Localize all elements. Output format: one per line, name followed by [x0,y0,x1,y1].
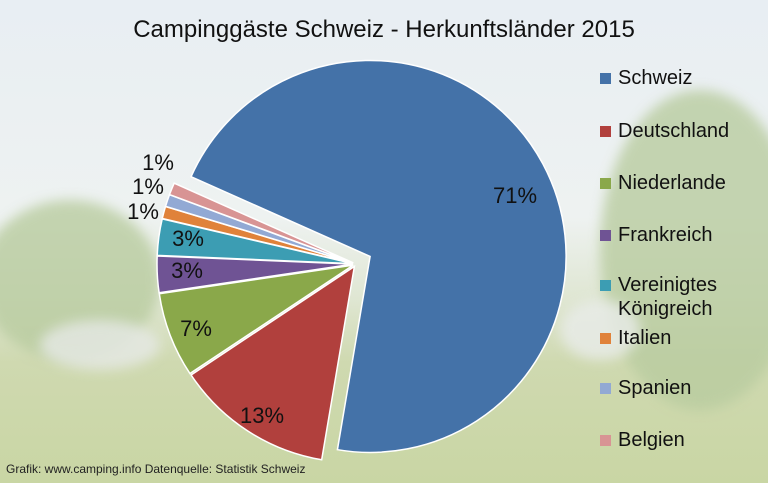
legend-label: Italien [618,327,672,349]
data-label: 1% [132,174,164,199]
legend-swatch [600,178,611,189]
legend-label: Belgien [618,429,685,451]
legend-swatch [600,126,611,137]
legend-swatch [600,73,611,84]
pie-slice-schweiz [190,59,567,454]
legend-swatch [600,435,611,446]
legend-label: Deutschland [618,120,730,142]
legend-swatch [600,230,611,241]
pie-slice-belgien [168,182,354,264]
chart-title: Campinggäste Schweiz - Herkunftsländer 2… [133,16,635,43]
data-label: 7% [180,316,212,341]
legend-swatch [600,280,611,291]
legend-label: Niederlande [618,172,726,194]
pie-slice-deutschland [190,264,356,461]
data-label: 1% [142,150,174,175]
data-label: 3% [171,258,203,283]
data-label: 3% [172,226,204,251]
legend-label: Vereinigtes Königreich [618,274,717,320]
legend-swatch [600,383,611,394]
data-label: 71% [493,183,537,208]
legend-swatch [600,333,611,344]
data-label: 13% [240,403,284,428]
data-label: 1% [127,199,159,224]
pie-slice-niederlande [158,264,354,375]
footer-source: Grafik: www.camping.info Datenquelle: St… [6,462,306,476]
legend-label: Frankreich [618,224,713,246]
legend-label: Spanien [618,377,692,399]
legend-label: Schweiz [618,67,693,89]
